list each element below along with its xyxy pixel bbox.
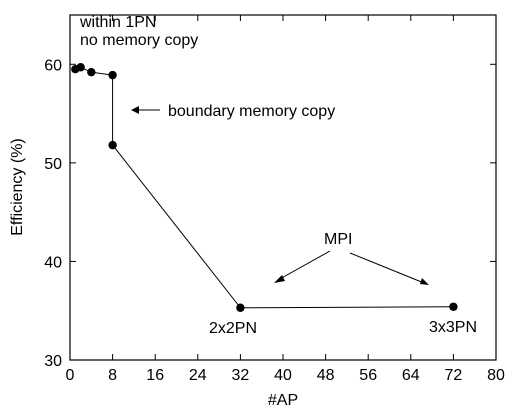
x-axis-ticks: 0 8 16 24 32 40 48 56 64 72 80 <box>66 15 505 384</box>
x-tick-label: 24 <box>189 367 207 384</box>
x-axis-label: #AP <box>268 392 298 409</box>
x-tick-label: 0 <box>66 367 75 384</box>
x-tick-label: 72 <box>445 367 463 384</box>
x-tick-label: 80 <box>487 367 505 384</box>
x-tick-label: 40 <box>274 367 292 384</box>
x-tick-label: 8 <box>108 367 117 384</box>
series-points <box>71 63 458 312</box>
annotation-3x3pn: 3x3PN <box>429 319 477 336</box>
data-point <box>449 302 458 311</box>
y-tick-label: 30 <box>44 353 62 370</box>
data-point <box>87 67 96 77</box>
annotation-within-1pn: within 1PN <box>79 14 156 31</box>
data-point <box>108 140 117 150</box>
x-tick-label: 56 <box>359 367 377 384</box>
data-point <box>236 303 245 312</box>
x-tick-label: 64 <box>402 367 420 384</box>
x-tick-label: 48 <box>317 367 335 384</box>
annotation-no-memory-copy: no memory copy <box>80 32 198 49</box>
x-tick-label: 32 <box>232 367 250 384</box>
annotation-boundary-memory-copy: boundary memory copy <box>168 103 335 120</box>
plot-area: 0 8 16 24 32 40 48 56 64 72 80 30 40 50 60 <box>44 14 505 384</box>
arrow-mpi-left <box>274 250 331 283</box>
arrow-boundary <box>131 106 160 114</box>
annotation-2x2pn: 2x2PN <box>209 320 257 337</box>
y-axis-ticks: 30 40 50 60 <box>44 57 496 370</box>
y-axis-label: Efficiency (%) <box>9 138 26 236</box>
plot-frame <box>69 14 497 361</box>
data-point <box>108 70 117 80</box>
y-tick-label: 60 <box>44 57 62 74</box>
annotation-mpi: MPI <box>324 231 352 248</box>
y-tick-label: 50 <box>44 156 62 173</box>
x-tick-label: 16 <box>146 367 164 384</box>
y-tick-label: 40 <box>44 254 62 271</box>
data-point <box>76 63 85 72</box>
arrow-mpi-right <box>349 252 429 285</box>
